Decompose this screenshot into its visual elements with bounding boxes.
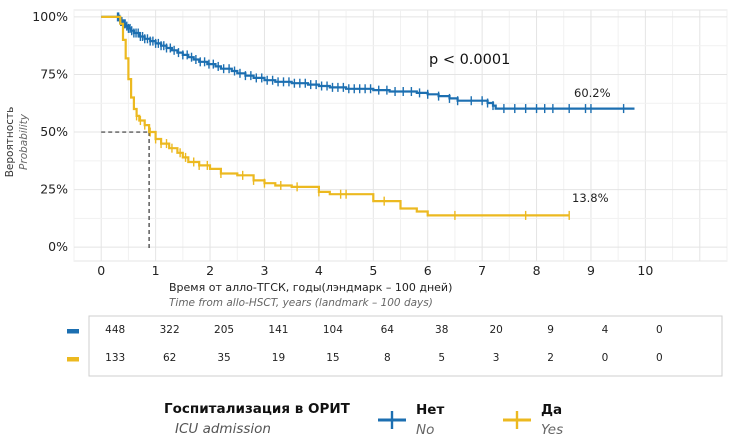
risk-count: 104 (323, 324, 343, 336)
x-tick-label: 9 (587, 263, 595, 278)
risk-count: 8 (384, 352, 391, 364)
x-tick-label: 8 (533, 263, 541, 278)
x-tick-label: 7 (478, 263, 486, 278)
legend: Нет No Да Yes (378, 402, 563, 438)
y-tick-label: 75% (40, 66, 68, 81)
risk-count: 20 (489, 324, 502, 336)
risk-count: 9 (547, 324, 554, 336)
risk-count: 64 (381, 324, 395, 336)
x-tick-label: 6 (424, 263, 432, 278)
risk-count: 322 (160, 324, 180, 336)
y-tick-label: 100% (32, 9, 68, 24)
y-axis-title: Вероятность (4, 107, 16, 178)
x-axis-title: Время от алло-ТГСК, годы(лэндмарк – 100 … (169, 281, 452, 294)
risk-count: 448 (105, 324, 125, 336)
risk-count: 5 (438, 352, 445, 364)
risk-count: 141 (268, 324, 288, 336)
risk-table-frame (88, 315, 723, 377)
risk-count: 0 (656, 324, 663, 336)
x-tick-label: 10 (637, 263, 653, 278)
risk-count: 2 (547, 352, 554, 364)
risk-count: 133 (105, 352, 125, 364)
risk-count: 4 (602, 324, 609, 336)
y-axis-title-en: Probability (18, 113, 30, 170)
risk-count: 38 (435, 324, 448, 336)
risk-count: 35 (217, 352, 230, 364)
legend-title: Госпитализация в ОРИТ (164, 401, 351, 417)
x-tick-labels: 0 1 2 3 4 5 6 7 8 9 10 (97, 263, 653, 278)
survival-curves (101, 12, 635, 220)
risk-row-swatch (67, 329, 79, 334)
legend-subtitle: ICU admission (175, 421, 271, 437)
legend-label: Нет (416, 402, 444, 418)
risk-count: 62 (163, 352, 176, 364)
legend-label: Да (541, 402, 562, 418)
p-value: p < 0.0001 (429, 52, 510, 68)
legend-label-en: No (416, 422, 434, 438)
y-tick-label: 50% (40, 124, 68, 139)
risk-count: 205 (214, 324, 234, 336)
median-lines (101, 131, 150, 249)
risk-count: 3 (493, 352, 500, 364)
risk-row-swatch (67, 357, 79, 362)
risk-count: 0 (656, 352, 663, 364)
end-label-yes: 13.8% (572, 191, 609, 205)
risk-count: 15 (326, 352, 339, 364)
grid (73, 9, 728, 262)
x-axis-title-en: Time from allo-HSCT, years (landmark – 1… (169, 297, 433, 309)
curve-yes (101, 15, 570, 217)
y-tick-label: 0% (48, 239, 68, 254)
x-tick-label: 0 (97, 263, 105, 278)
end-label-no: 60.2% (574, 86, 611, 100)
y-tick-label: 25% (40, 182, 68, 197)
x-tick-label: 1 (152, 263, 160, 278)
legend-label-en: Yes (541, 422, 563, 438)
risk-count: 0 (602, 352, 609, 364)
x-tick-label: 3 (260, 263, 268, 278)
x-tick-label: 2 (206, 263, 214, 278)
y-tick-labels: 0% 25% 50% 75% 100% (32, 9, 68, 254)
risk-count: 19 (272, 352, 285, 364)
x-tick-label: 5 (369, 263, 377, 278)
x-tick-label: 4 (315, 263, 323, 278)
